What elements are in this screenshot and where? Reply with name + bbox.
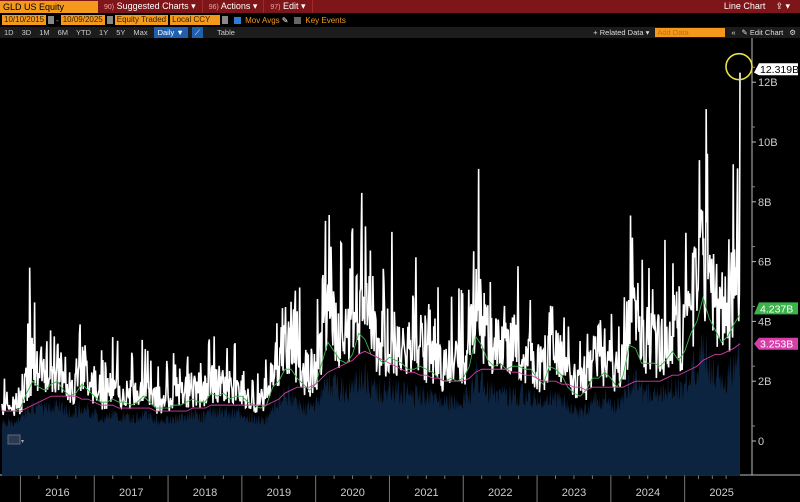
menu-edit[interactable]: 97) Edit ▾ — [264, 0, 313, 13]
series-value-fill — [2, 326, 740, 476]
y-tick-label: 0 — [758, 436, 764, 448]
pencil-icon[interactable]: ✎ — [281, 15, 289, 25]
field-select[interactable]: Equity Traded — [114, 15, 169, 25]
x-tick-label: 2024 — [636, 487, 660, 499]
start-date-input[interactable]: 10/10/2015 — [2, 15, 47, 25]
menu-num: 97) — [270, 4, 281, 11]
calendar-icon[interactable] — [48, 16, 55, 24]
x-tick-label: 2021 — [414, 487, 438, 499]
svg-text:12.319B: 12.319B — [760, 64, 799, 76]
chart-style-icon[interactable]: ⟋ — [191, 27, 204, 38]
chart-area[interactable]: 0 2B 4B 6B 8B 10B 12B 2016 2017 2018 2019 2020 2021 2… — [0, 38, 800, 502]
mov-avgs-label: Mov Avgs — [245, 15, 280, 25]
svg-text:4.237B: 4.237B — [760, 303, 793, 315]
x-tick-label: 2022 — [488, 487, 512, 499]
table-button[interactable]: Table — [217, 28, 235, 37]
settings-bar: 10/10/2015 - 10/09/2025 Equity Traded Lo… — [0, 14, 800, 26]
period-button-1y[interactable]: 1Y — [99, 28, 109, 37]
mov-avgs-checkbox[interactable] — [234, 16, 242, 24]
key-events-label: Key Events — [305, 15, 346, 25]
chart-mini-dropdown-icon[interactable]: ▾ — [21, 439, 24, 445]
chart-type-label[interactable]: Line Chart — [723, 1, 766, 11]
x-tick-label: 2025 — [709, 487, 733, 499]
last-value-label-ma-long: 3.253B — [754, 337, 798, 351]
period-bar: 1D 3D 1M 6M YTD 1Y 5Y Max Daily ▼ ⟋ Table + Rel… — [0, 27, 800, 38]
title-bar: GLD US Equity 90) Suggested Charts ▾ 96)… — [0, 0, 800, 13]
menu-suggested-charts[interactable]: 90) Suggested Charts ▾ — [98, 0, 203, 13]
y-tick-label: 10B — [758, 137, 778, 149]
series-value-line — [1, 72, 741, 416]
menu-label: Actions ▾ — [220, 1, 258, 11]
menu-label: Edit ▾ — [283, 1, 306, 11]
y-tick-label: 8B — [758, 197, 771, 209]
ticker-field[interactable]: GLD US Equity — [0, 0, 98, 13]
menu-actions[interactable]: 96) Actions ▾ — [203, 0, 265, 13]
key-events-checkbox[interactable] — [294, 16, 302, 24]
y-tick-label: 2B — [758, 376, 771, 388]
frequency-select[interactable]: Daily ▼ — [153, 27, 188, 38]
y-tick-label: 4B — [758, 316, 771, 328]
period-button-max[interactable]: Max — [133, 28, 148, 37]
x-tick-label: 2018 — [193, 487, 217, 499]
menu-num: 96) — [208, 4, 219, 11]
period-button-ytd[interactable]: YTD — [76, 28, 92, 37]
svg-text:3.253B: 3.253B — [760, 339, 793, 351]
chart-mini-icon[interactable] — [7, 434, 21, 445]
series-ma-long-line — [2, 343, 741, 412]
x-tick-label: 2017 — [119, 487, 143, 499]
end-date-input[interactable]: 10/09/2025 — [60, 15, 105, 25]
menu-label: Suggested Charts ▾ — [116, 1, 196, 11]
related-data-button[interactable]: + Related Data ▾ — [593, 28, 650, 37]
add-data-input[interactable]: Add Data — [655, 28, 726, 37]
x-tick-label: 2023 — [562, 487, 586, 499]
dropdown-icon[interactable] — [222, 16, 229, 24]
date-separator: - — [56, 15, 59, 25]
period-button-5y[interactable]: 5Y — [116, 28, 126, 37]
x-tick-label: 2020 — [340, 487, 364, 499]
collapse-icon[interactable]: « — [731, 28, 736, 37]
period-button-1m[interactable]: 1M — [39, 28, 50, 37]
last-value-label-value: 12.319B — [754, 63, 799, 76]
x-tick-label: 2019 — [267, 487, 291, 499]
export-icon[interactable]: ⇪ ▾ — [775, 1, 790, 11]
calendar-icon[interactable] — [106, 16, 113, 24]
last-value-label-ma-short: 4.237B — [754, 302, 798, 315]
edit-chart-button[interactable]: ✎ Edit Chart — [741, 28, 784, 37]
x-tick-label: 2016 — [45, 487, 69, 499]
period-button-1d[interactable]: 1D — [4, 28, 14, 37]
period-button-3d[interactable]: 3D — [21, 28, 32, 37]
period-button-6m[interactable]: 6M — [57, 28, 69, 37]
y-tick-label: 6B — [758, 257, 771, 269]
y-tick-label: 12B — [758, 77, 778, 89]
gear-icon[interactable]: ⚙ — [789, 28, 796, 37]
highlight-circle — [725, 52, 753, 81]
menu-num: 90) — [104, 4, 115, 11]
currency-select[interactable]: Local CCY — [170, 15, 221, 25]
